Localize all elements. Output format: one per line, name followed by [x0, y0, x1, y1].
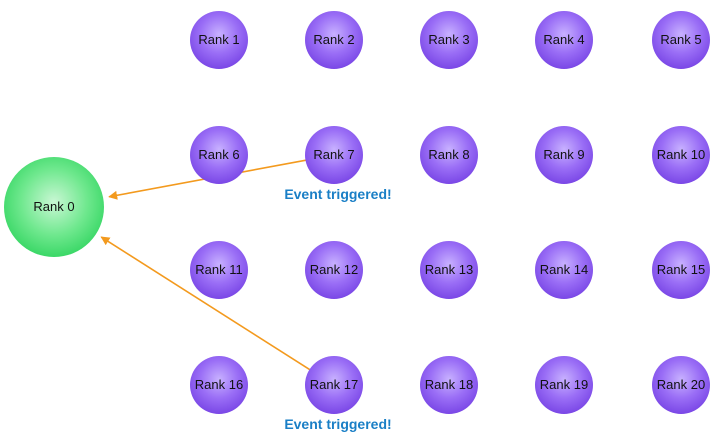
- node-label: Rank 18: [425, 377, 473, 392]
- node-circle: [652, 11, 710, 69]
- node-rank-16: Rank 16: [190, 356, 248, 414]
- node-rank-10: Rank 10: [652, 126, 710, 184]
- node-circle: [535, 356, 593, 414]
- node-label: Rank 2: [313, 32, 354, 47]
- node-circle: [652, 356, 710, 414]
- node-rank-17: Rank 17: [305, 356, 363, 414]
- node-label: Rank 13: [425, 262, 473, 277]
- node-label: Rank 0: [33, 199, 74, 214]
- node-label: Rank 19: [540, 377, 588, 392]
- node-circle: [305, 356, 363, 414]
- node-rank-4: Rank 4: [535, 11, 593, 69]
- node-label: Rank 17: [310, 377, 358, 392]
- node-circle: [305, 241, 363, 299]
- node-label: Rank 20: [657, 377, 705, 392]
- node-rank-2: Rank 2: [305, 11, 363, 69]
- event-label: Event triggered!: [284, 186, 391, 202]
- node-rank-19: Rank 19: [535, 356, 593, 414]
- node-rank-0: Rank 0: [4, 157, 104, 257]
- node-label: Rank 4: [543, 32, 584, 47]
- node-rank-6: Rank 6: [190, 126, 248, 184]
- node-circle: [305, 11, 363, 69]
- node-label: Rank 10: [657, 147, 705, 162]
- node-rank-20: Rank 20: [652, 356, 710, 414]
- node-label: Rank 11: [195, 262, 242, 277]
- node-rank-3: Rank 3: [420, 11, 478, 69]
- node-circle: [190, 126, 248, 184]
- node-circle: [535, 11, 593, 69]
- node-rank-14: Rank 14: [535, 241, 593, 299]
- node-circle: [4, 157, 104, 257]
- node-label: Rank 12: [310, 262, 358, 277]
- node-circle: [420, 356, 478, 414]
- node-circle: [420, 11, 478, 69]
- node-rank-8: Rank 8: [420, 126, 478, 184]
- node-circle: [190, 241, 248, 299]
- node-rank-18: Rank 18: [420, 356, 478, 414]
- event-label: Event triggered!: [284, 416, 391, 432]
- node-circle: [420, 126, 478, 184]
- node-rank-1: Rank 1: [190, 11, 248, 69]
- node-rank-12: Rank 12: [305, 241, 363, 299]
- node-label: Rank 16: [195, 377, 243, 392]
- node-circle: [535, 241, 593, 299]
- node-label: Rank 6: [198, 147, 239, 162]
- node-label: Rank 1: [198, 32, 239, 47]
- node-label: Rank 8: [428, 147, 469, 162]
- node-circle: [190, 356, 248, 414]
- node-rank-5: Rank 5: [652, 11, 710, 69]
- node-rank-11: Rank 11: [190, 241, 248, 299]
- node-circle: [190, 11, 248, 69]
- event-arrow: [100, 236, 316, 374]
- node-circle: [652, 241, 710, 299]
- node-circle: [535, 126, 593, 184]
- node-label: Rank 15: [657, 262, 705, 277]
- node-rank-15: Rank 15: [652, 241, 710, 299]
- node-rank-13: Rank 13: [420, 241, 478, 299]
- node-circle: [652, 126, 710, 184]
- node-label: Rank 5: [660, 32, 701, 47]
- node-label: Rank 3: [428, 32, 469, 47]
- node-rank-7: Rank 7: [305, 126, 363, 184]
- node-rank-9: Rank 9: [535, 126, 593, 184]
- node-circle: [305, 126, 363, 184]
- node-circle: [420, 241, 478, 299]
- node-label: Rank 14: [540, 262, 588, 277]
- node-label: Rank 7: [313, 147, 354, 162]
- node-label: Rank 9: [543, 147, 584, 162]
